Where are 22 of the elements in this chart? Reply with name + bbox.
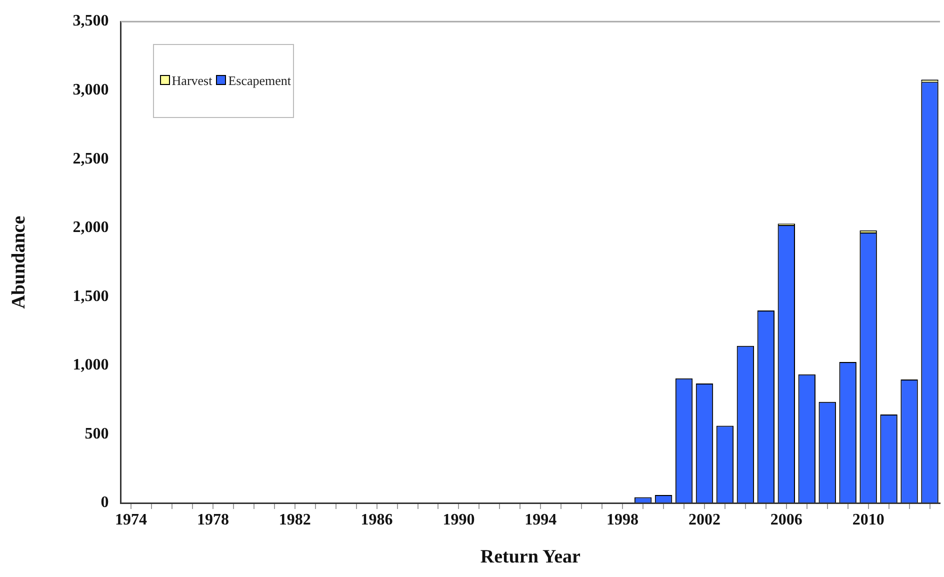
- y-axis-title: Abundance: [8, 216, 30, 309]
- x-tick-label: 1982: [278, 512, 311, 529]
- y-tick-label: 3,000: [72, 82, 109, 99]
- x-tick-label: 1978: [196, 512, 229, 529]
- y-tick-label: 0: [100, 494, 109, 512]
- y-tick-label: 500: [84, 425, 109, 442]
- y-tick-label: 3,500: [72, 12, 109, 30]
- x-tick-label: 1986: [360, 512, 393, 529]
- x-tick-label: 2006: [770, 512, 802, 529]
- x-tick-label: 1990: [442, 512, 475, 529]
- y-tick-label: 1,000: [72, 356, 109, 374]
- x-tick-label: 2010: [852, 512, 884, 529]
- x-tick-label: 1998: [606, 512, 639, 529]
- x-tick-label: 1974: [115, 512, 148, 529]
- x-tick-label: 1994: [524, 512, 557, 529]
- legend-label: Harvest: [172, 72, 212, 88]
- legend-label: Escapement: [228, 72, 292, 88]
- y-tick-label: 2,000: [72, 219, 109, 236]
- x-tick-label: 2002: [688, 512, 720, 529]
- y-tick-label: 2,500: [72, 150, 109, 168]
- y-tick-label: 1,500: [72, 288, 109, 305]
- x-axis-title: Return Year: [480, 546, 582, 568]
